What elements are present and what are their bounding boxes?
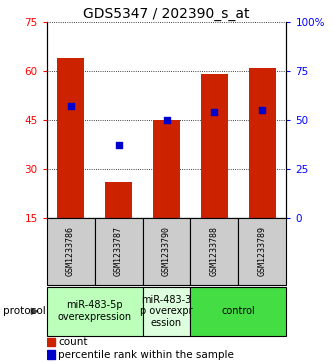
Bar <box>238 218 286 285</box>
Text: count: count <box>58 337 88 347</box>
Text: miR-483-3
p overexpr
ession: miR-483-3 p overexpr ession <box>140 295 193 328</box>
Bar <box>47 287 143 336</box>
Bar <box>143 218 190 285</box>
Title: GDS5347 / 202390_s_at: GDS5347 / 202390_s_at <box>83 7 250 21</box>
Text: GSM1233788: GSM1233788 <box>210 227 219 276</box>
Bar <box>47 350 55 359</box>
Bar <box>143 287 190 336</box>
Text: GSM1233789: GSM1233789 <box>258 227 267 276</box>
Point <box>212 109 217 115</box>
Bar <box>153 120 180 218</box>
Text: protocol: protocol <box>3 306 46 316</box>
Bar <box>57 58 84 218</box>
Point <box>164 117 169 123</box>
Bar <box>190 287 286 336</box>
Point <box>68 103 73 109</box>
Text: GSM1233787: GSM1233787 <box>114 227 123 276</box>
Bar <box>95 218 143 285</box>
Text: miR-483-5p
overexpression: miR-483-5p overexpression <box>58 301 132 322</box>
Point <box>116 142 121 148</box>
Text: control: control <box>221 306 255 316</box>
Bar <box>249 68 276 218</box>
Text: GSM1233790: GSM1233790 <box>162 227 171 276</box>
Bar <box>201 74 228 218</box>
Point <box>260 107 265 113</box>
Text: percentile rank within the sample: percentile rank within the sample <box>58 350 234 360</box>
Bar <box>190 218 238 285</box>
Bar <box>47 338 55 346</box>
Text: GSM1233786: GSM1233786 <box>66 227 75 276</box>
Bar <box>47 218 95 285</box>
Bar <box>105 182 132 218</box>
